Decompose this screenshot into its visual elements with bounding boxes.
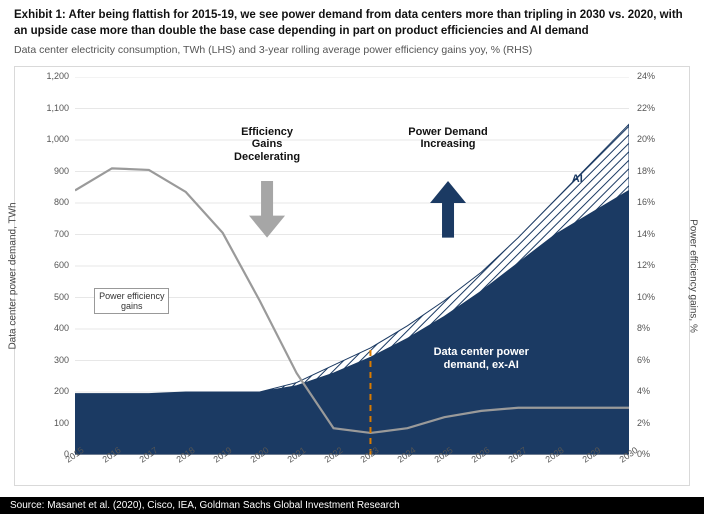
exhibit-page: Exhibit 1: After being flattish for 2015… — [0, 0, 704, 514]
y-left-tick: 1,100 — [25, 103, 69, 113]
y-right-tick: 10% — [637, 292, 673, 302]
y-right-tick: 20% — [637, 134, 673, 144]
annotation-power-increasing: Power DemandIncreasing — [398, 126, 498, 151]
plot-area: 01002003004005006007008009001,0001,1001,… — [75, 77, 629, 455]
y-right-tick: 24% — [637, 71, 673, 81]
y-left-tick: 400 — [25, 323, 69, 333]
chart-svg — [75, 77, 629, 455]
y-right-tick: 16% — [637, 197, 673, 207]
y-left-tick: 900 — [25, 166, 69, 176]
y-right-tick: 18% — [637, 166, 673, 176]
y-left-tick: 600 — [25, 260, 69, 270]
callout-efficiency-gains: Power efficiencygains — [94, 288, 169, 315]
annotation-efficiency-decelerating: EfficiencyGainsDecelerating — [217, 126, 317, 164]
y-axis-left-label: Data center power demand, TWh — [8, 202, 19, 349]
exhibit-title: Exhibit 1: After being flattish for 2015… — [14, 8, 690, 39]
y-left-tick: 1,000 — [25, 134, 69, 144]
y-left-tick: 800 — [25, 197, 69, 207]
y-right-tick: 6% — [637, 355, 673, 365]
y-right-tick: 12% — [637, 260, 673, 270]
chart-container: Data center power demand, TWh Power effi… — [14, 66, 690, 486]
y-left-tick: 700 — [25, 229, 69, 239]
y-right-tick: 14% — [637, 229, 673, 239]
y-left-tick: 500 — [25, 292, 69, 302]
source-footer: Source: Masanet et al. (2020), Cisco, IE… — [0, 497, 704, 514]
y-axis-right-label: Power efficiency gains, % — [688, 219, 699, 333]
annotation-ai-label: AI — [527, 173, 627, 186]
y-left-tick: 200 — [25, 386, 69, 396]
y-right-tick: 22% — [637, 103, 673, 113]
y-left-tick: 1,200 — [25, 71, 69, 81]
y-right-tick: 4% — [637, 386, 673, 396]
y-left-tick: 100 — [25, 418, 69, 428]
annotation-ex-ai-label: Data center powerdemand, ex-AI — [431, 346, 531, 371]
y-right-tick: 2% — [637, 418, 673, 428]
y-right-tick: 8% — [637, 323, 673, 333]
y-left-tick: 300 — [25, 355, 69, 365]
exhibit-subtitle: Data center electricity consumption, TWh… — [14, 44, 690, 58]
